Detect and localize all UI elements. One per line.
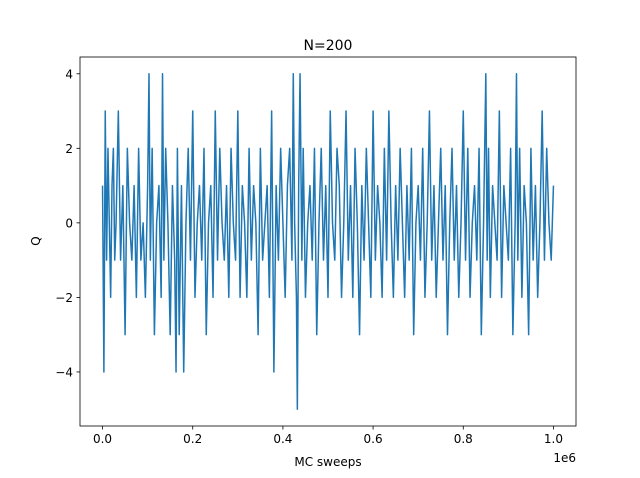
y-tick-label: 4 <box>65 67 73 81</box>
y-axis: −4 −2 0 2 4 <box>55 67 80 379</box>
x-axis-offset-label: 1e6 <box>553 451 576 465</box>
chart-title: N=200 <box>304 38 353 54</box>
x-tick-label: 0.8 <box>454 432 473 446</box>
y-tick-label: −2 <box>55 291 73 305</box>
x-tick-label: 0.2 <box>183 432 202 446</box>
x-tick-label: 1.0 <box>544 432 563 446</box>
x-tick-label: 0.0 <box>93 432 112 446</box>
y-tick-label: 0 <box>65 216 73 230</box>
y-tick-label: 2 <box>65 142 73 156</box>
x-tick-label: 0.6 <box>364 432 383 446</box>
y-tick-label: −4 <box>55 365 73 379</box>
x-tick-label: 0.4 <box>273 432 292 446</box>
y-axis-label: Q <box>29 236 43 245</box>
series-line-0 <box>101 73 555 410</box>
x-axis-label: MC sweeps <box>294 455 361 469</box>
plot-series-group <box>101 73 555 410</box>
x-axis: 0.0 0.2 0.4 0.6 0.8 1.0 <box>93 426 563 446</box>
plot-frame <box>79 56 577 427</box>
